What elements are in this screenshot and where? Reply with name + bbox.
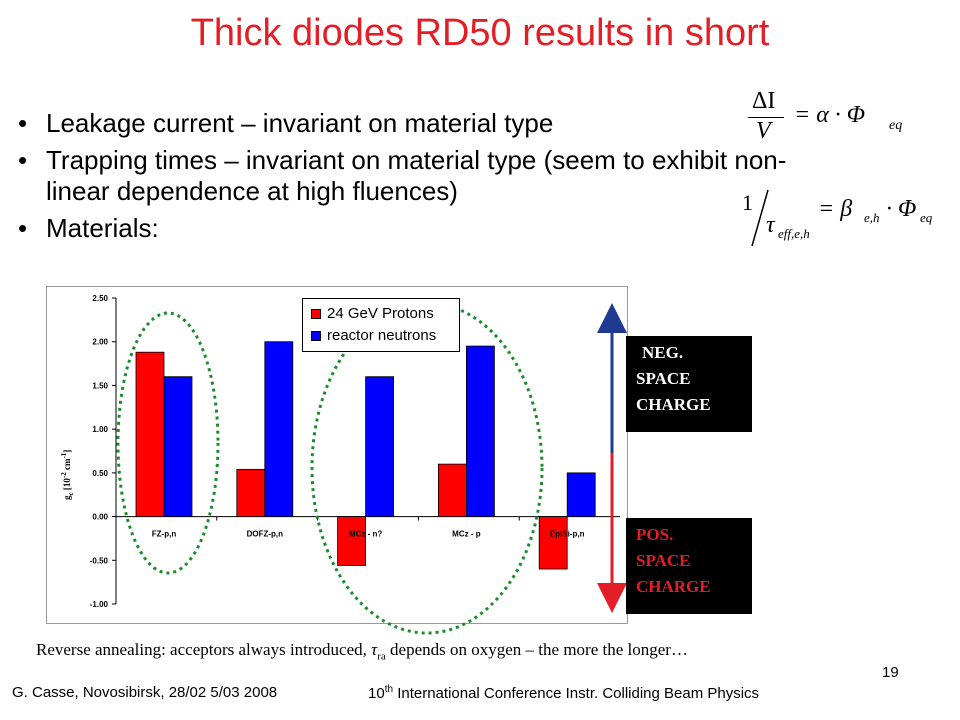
legend-swatch-protons [311,308,321,319]
legend-item: 24 GeV Protons [311,305,434,322]
bullet-item: • Materials: [18,213,808,244]
legend-label: 24 GeV Protons [327,305,434,322]
charge-label-line: SPACE [636,551,691,570]
chart-legend: 24 GeV Protons reactor neutrons [302,298,460,352]
bullet-item: • Leakage current – invariant on materia… [18,108,808,139]
charge-label-line: CHARGE [636,577,711,596]
formula-beta-subscript: e,h [864,210,880,225]
leakage-current-formula: ΔI V = α · Φ eq [746,88,906,144]
bullet-dot: • [18,108,28,138]
bullet-item: • Trapping times – invariant on material… [18,145,808,207]
charge-label-line: POS. [636,525,674,544]
legend-swatch-neutrons [311,330,321,341]
positive-space-charge-box: POS. SPACE CHARGE [626,518,752,614]
formula-phi-subscript: eq [920,210,933,225]
reverse-annealing-note: Reverse annealing: acceptors always intr… [36,640,688,663]
footer-conference: 10th International Conference Instr. Col… [368,684,760,702]
bullet-dot: • [18,145,28,175]
formula-fraction-bar [748,117,784,118]
footer-author: G. Casse, Novosibirsk, 28/02 5/03 2008 [12,684,278,701]
formula-slash [751,189,769,247]
bullet-text: Materials: [46,213,159,243]
charge-label-line: NEG. [642,343,684,362]
formula-phi: · Φ [886,196,917,222]
bullet-dot: • [18,213,28,243]
bullet-list: • Leakage current – invariant on materia… [18,108,808,250]
page-number: 19 [882,664,899,681]
charge-label-line: CHARGE [636,395,711,414]
y-axis-label: gc [10-2 cm-1] [60,449,75,500]
legend-item: reactor neutrons [311,327,436,344]
bullet-text: Leakage current – invariant on material … [46,108,554,138]
formula-tau-subscript: eff,e,h [778,226,810,241]
trapping-time-formula: 1 τ eff,e,h = β e,h · Φ eq [738,186,938,250]
bullet-text: Trapping times – invariant on material t… [46,145,787,206]
negative-space-charge-box: NEG. SPACE CHARGE [626,336,752,432]
formula-rhs-beta: = β [818,196,853,222]
formula-rhs: = α · Φ [794,102,866,128]
formula-numerator: 1 [742,190,753,215]
formula-denominator: V [756,118,771,144]
charge-label-line: SPACE [636,369,691,388]
formula-tau: τ [766,212,775,238]
legend-label: reactor neutrons [327,327,437,344]
formula-numerator: ΔI [752,88,776,114]
formula-subscript: eq [889,118,903,133]
slide-title: Thick diodes RD50 results in short [190,12,770,54]
